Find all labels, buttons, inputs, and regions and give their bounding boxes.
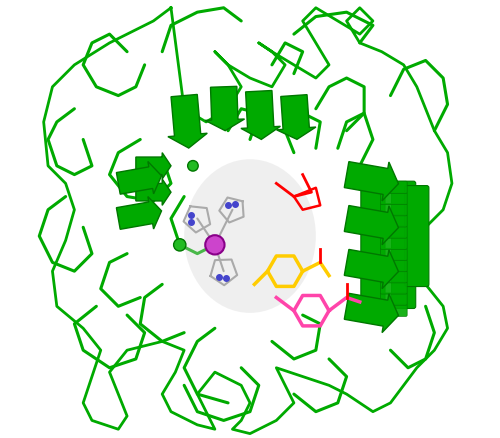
FancyArrow shape bbox=[344, 206, 399, 245]
FancyBboxPatch shape bbox=[392, 182, 415, 309]
FancyArrow shape bbox=[344, 293, 399, 333]
FancyArrow shape bbox=[344, 250, 399, 289]
Circle shape bbox=[174, 239, 186, 251]
Ellipse shape bbox=[184, 160, 316, 313]
FancyBboxPatch shape bbox=[380, 249, 407, 261]
FancyBboxPatch shape bbox=[380, 215, 407, 227]
FancyBboxPatch shape bbox=[361, 182, 385, 309]
FancyBboxPatch shape bbox=[380, 260, 407, 272]
FancyArrow shape bbox=[136, 180, 171, 206]
FancyArrow shape bbox=[241, 91, 281, 140]
FancyArrow shape bbox=[344, 162, 399, 201]
FancyArrow shape bbox=[136, 153, 171, 180]
FancyBboxPatch shape bbox=[380, 282, 407, 294]
FancyArrow shape bbox=[276, 95, 316, 140]
FancyBboxPatch shape bbox=[404, 186, 429, 287]
FancyBboxPatch shape bbox=[380, 193, 407, 205]
FancyBboxPatch shape bbox=[380, 237, 407, 250]
FancyBboxPatch shape bbox=[380, 304, 407, 317]
FancyArrow shape bbox=[168, 95, 207, 149]
FancyArrow shape bbox=[116, 162, 162, 195]
Circle shape bbox=[188, 161, 198, 172]
FancyArrow shape bbox=[205, 87, 244, 131]
FancyBboxPatch shape bbox=[380, 226, 407, 239]
FancyArrow shape bbox=[116, 197, 162, 230]
FancyBboxPatch shape bbox=[380, 293, 407, 306]
FancyBboxPatch shape bbox=[380, 182, 407, 194]
FancyBboxPatch shape bbox=[380, 271, 407, 283]
Circle shape bbox=[205, 236, 225, 255]
FancyBboxPatch shape bbox=[380, 204, 407, 216]
